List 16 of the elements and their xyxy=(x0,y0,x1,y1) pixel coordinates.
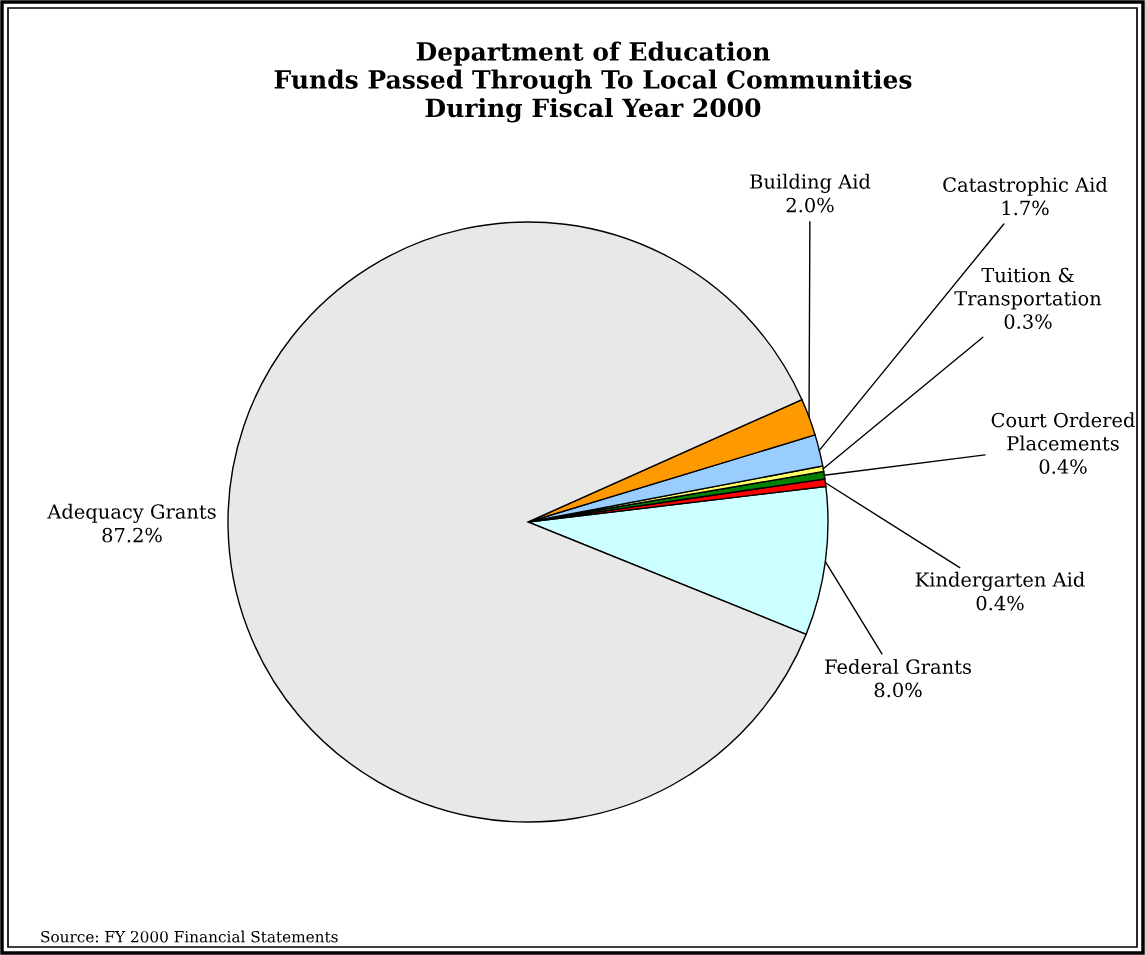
slice-label: Court Ordered Placements xyxy=(991,412,1135,451)
slice-label: Catastrophic Aid xyxy=(943,176,1108,196)
slice-label: Tuition & Transportation xyxy=(954,267,1102,310)
chart-title: Department of Education Funds Passed Through To Local Communities During Fiscal Year 2000 xyxy=(274,41,912,123)
slice-label: Building Aid xyxy=(750,173,871,193)
slice-label: Adequacy Grants xyxy=(47,503,216,523)
data-label: 2.0% xyxy=(786,197,834,213)
data-label: 0.4% xyxy=(1039,459,1087,474)
slice-label: Kindergarten Aid xyxy=(915,571,1085,591)
data-label: 8.0% xyxy=(874,682,922,698)
data-label: 87.2% xyxy=(102,527,162,543)
data-label: 0.4% xyxy=(976,595,1024,611)
slice-label: Federal Grants xyxy=(825,658,971,675)
source-note: Source: FY 2000 Financial Statements xyxy=(41,930,338,943)
data-label: 1.7% xyxy=(1002,200,1049,216)
data-label: 0.3% xyxy=(1004,314,1052,329)
